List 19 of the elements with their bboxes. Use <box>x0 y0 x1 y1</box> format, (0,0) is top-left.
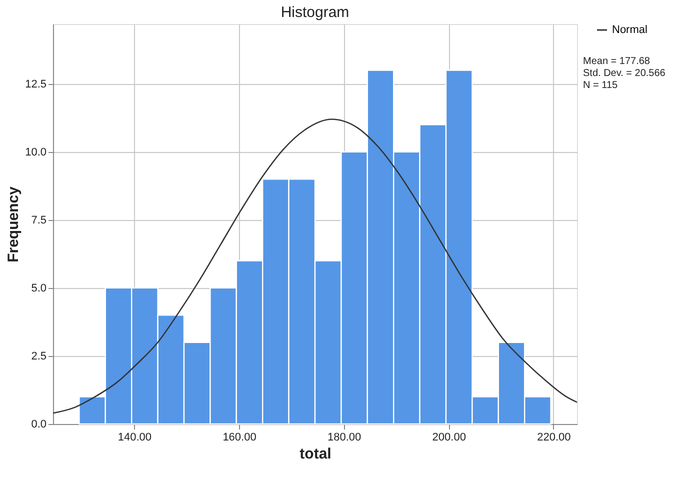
y-tick-label: 0.0 <box>31 418 46 430</box>
x-tick-label: 160.00 <box>222 432 256 444</box>
x-tick-label: 220.00 <box>537 432 571 444</box>
x-axis-title: total <box>300 446 332 462</box>
x-tick-label: 180.00 <box>327 432 362 444</box>
y-tick-label: 12.5 <box>25 78 46 90</box>
text: Std. Dev. = 20.566 <box>583 68 666 79</box>
y-tick-label: 5.0 <box>31 282 46 294</box>
chart-title: Histogram <box>280 4 350 21</box>
y-tick-label: 10.0 <box>25 146 46 158</box>
text: N = 115 <box>583 80 618 91</box>
line-series <box>52 118 578 414</box>
x-tick-label: 200.00 <box>432 432 466 444</box>
x-tick-label: 140.00 <box>118 432 152 444</box>
y-axis-title: Frequency <box>5 186 22 262</box>
text: Mean = 177.68 <box>583 56 650 67</box>
y-tick-label: 7.5 <box>31 214 46 226</box>
y-tick-label: 2.5 <box>31 350 46 362</box>
legend-label: Normal <box>612 24 648 36</box>
